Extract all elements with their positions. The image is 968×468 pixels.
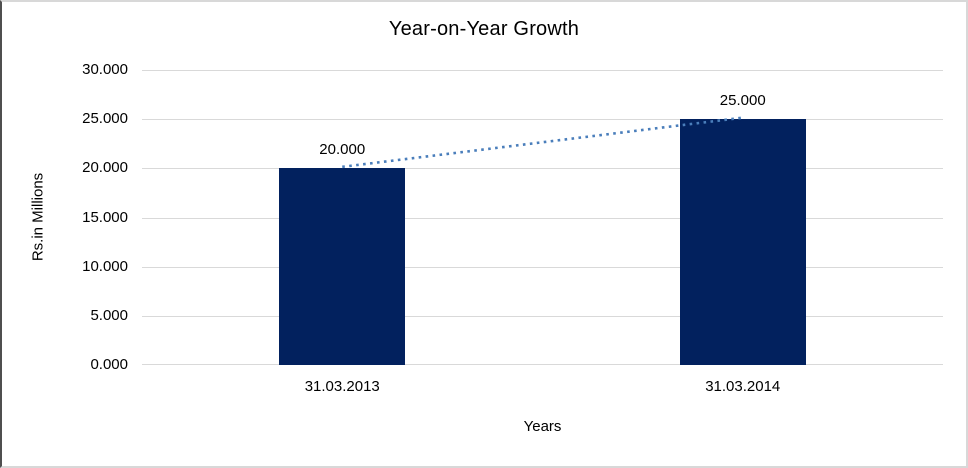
y-tick-label: 30.000: [82, 61, 128, 78]
x-tick-label: 31.03.2014: [705, 378, 781, 395]
y-tick-label: 10.000: [82, 257, 128, 275]
x-tick-label: 31.03.2013: [304, 378, 380, 395]
gridline: [142, 119, 943, 121]
gridline: [142, 217, 943, 219]
bar-value-label: 25.000: [719, 92, 766, 110]
y-tick-label: 5.000: [90, 306, 128, 324]
plot-area: 20.000 31.03.2013 25.000 31.03.2014: [142, 70, 943, 395]
y-tick-label: 25.000: [82, 110, 128, 128]
bar: [679, 119, 806, 365]
chart-title: Year-on-Year Growth: [388, 18, 580, 40]
gridline: [142, 315, 943, 317]
gridline: [142, 168, 943, 170]
bar-value-label: 20.000: [319, 141, 366, 159]
y-tick-label: 15.000: [82, 208, 128, 226]
gridline: [142, 364, 943, 365]
y-tick-label: 0.000: [90, 356, 128, 373]
x-axis-title: Years: [523, 418, 562, 435]
gridline: [142, 70, 943, 71]
bar: [279, 168, 406, 365]
y-tick-label: 20.000: [82, 159, 128, 177]
y-axis-labels: 0.000 5.000 10.000 15.000 20.000 25.000 30.000: [2, 61, 128, 373]
gridline: [142, 266, 943, 268]
